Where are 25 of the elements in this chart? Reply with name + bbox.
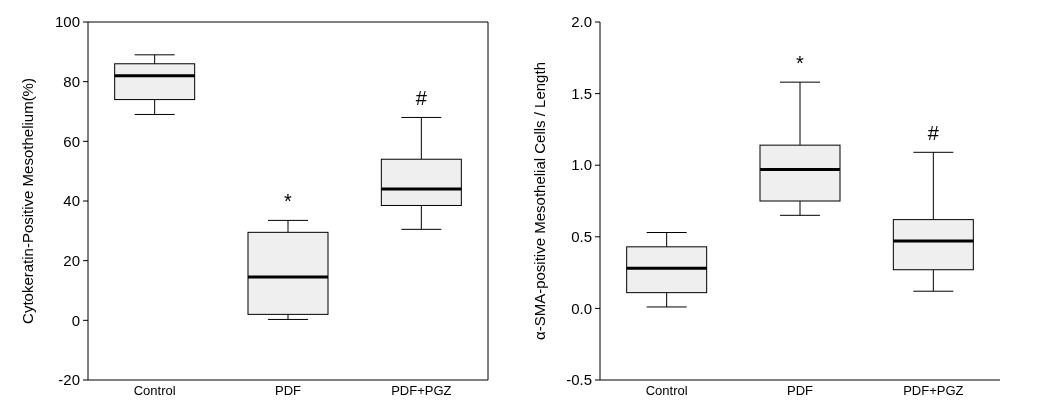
y-tick-label: 20 xyxy=(63,251,80,269)
y-tick-label: 0 xyxy=(71,311,80,329)
x-tick-label: PDF+PGZ xyxy=(391,383,452,398)
x-tick-label: PDF xyxy=(275,383,302,398)
x-tick-label: PDF xyxy=(786,383,813,398)
annotation: # xyxy=(927,122,940,145)
y-tick-label: 2.0 xyxy=(570,13,592,31)
annotation: # xyxy=(415,87,428,110)
x-tick-label: Control xyxy=(133,383,176,398)
x-tick-label: Control xyxy=(645,383,688,398)
y-tick-label: 100 xyxy=(54,13,80,31)
y-tick-label: 60 xyxy=(63,132,80,150)
y-tick-label: 0.0 xyxy=(570,299,592,317)
y-tick-label: 1.0 xyxy=(570,156,592,174)
y-tick-label: 0.5 xyxy=(570,228,592,246)
y-tick-label: 40 xyxy=(63,192,80,210)
y-axis-title: Cytokeratin-Positive Mesothelium(%) xyxy=(19,78,36,324)
y-tick-label: 1.5 xyxy=(570,84,592,102)
x-tick-label: PDF+PGZ xyxy=(902,383,964,398)
y-tick-label: -20 xyxy=(58,371,80,389)
y-axis-title: α-SMA-positive Mesothelial Cells / Length xyxy=(530,62,548,340)
annotation: * xyxy=(284,190,293,213)
annotation: * xyxy=(795,52,804,75)
y-tick-label: 80 xyxy=(63,72,80,90)
y-tick-label: -0.5 xyxy=(565,371,592,389)
